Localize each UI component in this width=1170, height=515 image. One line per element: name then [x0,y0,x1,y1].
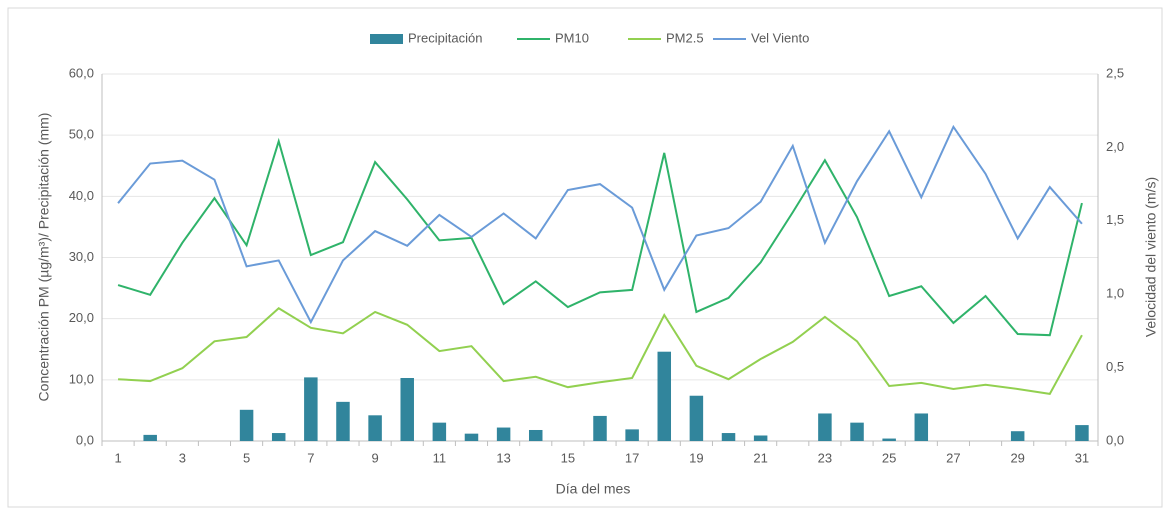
legend-label: Vel Viento [751,30,809,45]
x-tick-label: 27 [946,450,960,465]
x-tick-label: 23 [818,450,832,465]
y-tick-label: 0,0 [76,432,94,447]
y-tick-label: 30,0 [69,249,94,264]
y-axis-title: Concentración PM (µg/m³)/ Precipitación … [36,113,52,402]
y-tick-label: 10,0 [69,371,94,386]
x-tick-label: 31 [1075,450,1089,465]
legend-label: PM10 [555,30,589,45]
line [117,137,1083,337]
x-tick-label: 13 [496,450,510,465]
bar [1075,425,1089,441]
x-tick-label: 15 [561,450,575,465]
y-tick-label: 60,0 [69,65,94,80]
x-tick-label: 19 [689,450,703,465]
y2-tick-label: 0,0 [1106,432,1124,447]
y-tick-label: 50,0 [69,127,94,142]
x-tick-label: 11 [433,450,447,465]
y-tick-label: 20,0 [69,310,94,325]
bar [239,409,254,441]
bar [882,438,896,441]
bar [1010,431,1025,441]
y2-tick-label: 2,5 [1106,65,1124,80]
bar [721,433,736,441]
bar [689,395,704,441]
y2-tick-label: 1,5 [1106,212,1124,227]
bar [657,351,672,441]
x-tick-label: 25 [882,450,896,465]
x-tick-label: 17 [625,450,639,465]
line [117,124,1083,325]
x-tick-label: 29 [1010,450,1024,465]
bar [464,433,479,441]
y2-tick-label: 1,0 [1106,286,1124,301]
x-tick-label: 5 [243,450,250,465]
line [118,307,1083,395]
bar [593,415,607,441]
y2-tick-label: 2,0 [1106,139,1124,154]
bar [753,435,768,441]
bar [850,422,864,441]
bar [143,434,157,441]
bar [304,377,318,441]
legend-label: Precipitación [408,30,482,45]
bar [528,429,543,441]
legend-label: PM2.5 [666,30,704,45]
y2-tick-label: 0,5 [1106,359,1124,374]
y-tick-label: 40,0 [69,188,94,203]
legend-swatch [370,34,403,44]
bar [271,433,286,441]
bar [818,413,832,441]
x-tick-label: 9 [371,450,378,465]
x-tick-label: 1 [114,450,121,465]
bar [432,422,447,441]
bar [336,401,350,441]
bar [625,429,639,441]
bar [914,413,929,441]
bar [496,427,511,441]
y2-axis-title: Velocidad del viento (m/s) [1143,177,1159,337]
bar [400,377,414,441]
x-axis-title: Día del mes [556,481,631,497]
x-tick-label: 3 [179,450,186,465]
x-tick-label: 21 [753,450,767,465]
x-tick-label: 7 [307,450,314,465]
bar [368,415,382,441]
